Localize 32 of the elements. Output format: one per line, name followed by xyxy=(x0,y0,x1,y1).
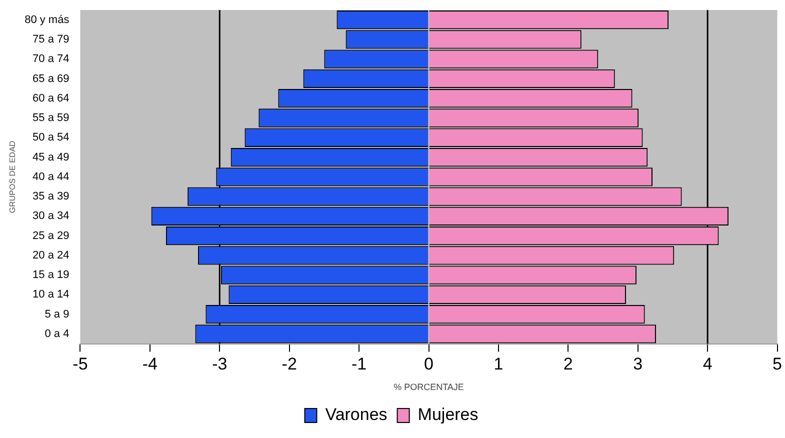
y-tick-label: 80 y más xyxy=(24,14,70,26)
x-axis-title: % PORCENTAJE xyxy=(394,382,464,392)
x-tick-label: -1 xyxy=(351,354,367,374)
y-tick-label: 35 a 39 xyxy=(32,190,70,203)
y-tick-label: 10 a 14 xyxy=(32,288,70,301)
x-tick-label: 5 xyxy=(772,354,782,374)
x-tick-label: -5 xyxy=(72,354,88,374)
x-tick-label: 1 xyxy=(494,354,504,374)
y-tick-label: 30 a 34 xyxy=(32,210,70,222)
y-tick-label: 65 a 69 xyxy=(32,72,70,85)
y-tick-label: 40 a 44 xyxy=(32,170,70,183)
y-tick-label: 55 a 59 xyxy=(32,112,70,124)
x-tick-label: -2 xyxy=(282,354,297,374)
legend-label: Mujeres xyxy=(418,405,478,424)
y-tick-label: 60 a 64 xyxy=(32,92,70,104)
y-tick-label: 20 a 24 xyxy=(32,249,70,262)
y-tick-label: 45 a 49 xyxy=(32,151,70,164)
x-tick-label: -4 xyxy=(142,354,158,374)
legend-label: Varones xyxy=(325,405,388,424)
y-tick-label: 5 a 9 xyxy=(44,308,70,320)
y-tick-label: 15 a 19 xyxy=(32,269,70,282)
x-tick-label: 4 xyxy=(702,354,712,374)
x-tick-label: 3 xyxy=(633,354,643,374)
y-tick-label: 25 a 29 xyxy=(32,230,70,242)
x-tick-label: 0 xyxy=(424,354,434,374)
y-tick-label: 75 a 79 xyxy=(32,33,70,46)
x-tick-label: -3 xyxy=(212,354,228,374)
y-tick-label: 50 a 54 xyxy=(32,132,70,144)
y-tick-label: 70 a 74 xyxy=(32,53,70,66)
y-axis-title: GRUPOS DE EDAD xyxy=(8,140,18,214)
y-tick-label: 0 a 4 xyxy=(44,328,70,340)
x-tick-label: 2 xyxy=(563,354,573,374)
